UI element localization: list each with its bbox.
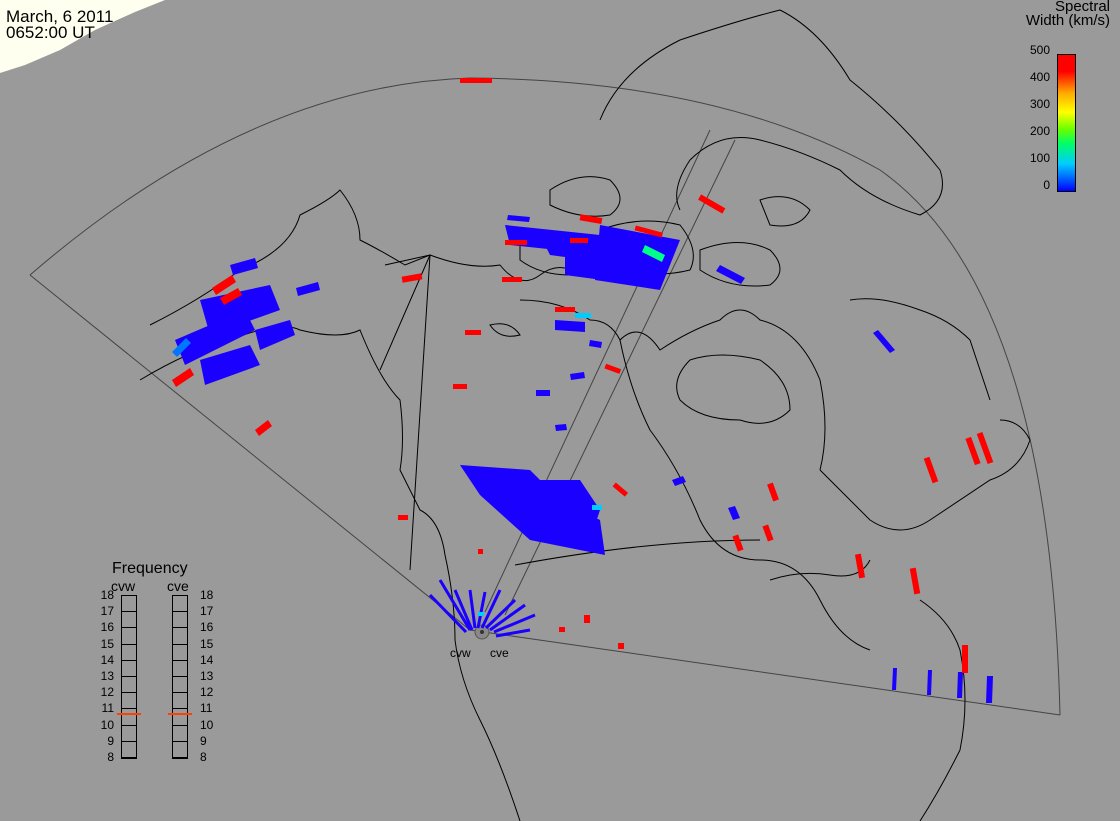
frequency-indicator-cve (168, 713, 192, 716)
frequency-radar-cvw: cvw (111, 578, 136, 594)
frequency-title: Frequency (112, 560, 188, 577)
backscatter-high-width (172, 78, 994, 673)
frequency-scale-label: 17 (100, 604, 114, 619)
frequency-scale-label: 14 (200, 652, 214, 667)
frequency-scale-label: 10 (100, 717, 114, 732)
colorbar (1057, 54, 1076, 192)
frequency-scale-label: 16 (200, 620, 214, 635)
frequency-scale-label: 11 (101, 701, 114, 716)
colorbar-title: Spectral Width (km/s) (1000, 0, 1110, 28)
colorbar-tick-label: 100 (1029, 151, 1050, 165)
frequency-scale-label: 8 (200, 750, 207, 764)
frequency-scale-cve (172, 595, 188, 759)
date-label: March, 6 2011 (6, 7, 114, 26)
frequency-indicator-cvw (117, 713, 141, 716)
colorbar-tick-label: 200 (1029, 124, 1050, 138)
frequency-scale-label: 17 (200, 604, 214, 619)
frequency-scale-label: 9 (107, 733, 114, 748)
colorbar-title-line1: Spectral (1054, 0, 1110, 15)
colorbar-tick-label: 0 (1043, 178, 1050, 192)
frequency-scale-label: 13 (200, 669, 214, 683)
frequency-scale-label: 18 (100, 588, 114, 602)
colorbar-tick-label: 500 (1029, 43, 1050, 57)
frequency-scale-cvw (121, 595, 137, 759)
radar-site-center (480, 630, 484, 634)
colorbar-tick-label: 400 (1029, 70, 1050, 84)
timestamp-block: March, 6 2011 0652:00 UT (6, 7, 114, 42)
frequency-scale-label: 18 (200, 588, 214, 602)
time-label: 0652:00 UT (6, 23, 95, 42)
terminator-daylight (0, 0, 165, 73)
frequency-scale-label: 8 (107, 750, 114, 764)
frequency-scale-label: 12 (200, 685, 214, 700)
radar-label-cve: cve (490, 646, 509, 660)
frequency-scale-label: 15 (200, 636, 214, 651)
backscatter-mid-width (172, 245, 665, 616)
frequency-scale-label: 14 (100, 652, 114, 667)
frequency-scale-label: 11 (200, 701, 213, 716)
frequency-scale-label: 15 (100, 636, 114, 651)
coastlines (139, 9, 1031, 821)
colorbar-title-line2: Width (km/s) (1025, 12, 1110, 29)
frequency-scale-label: 12 (100, 685, 114, 700)
radar-label-cvw: cvw (450, 646, 471, 660)
frequency-scale-label: 13 (100, 669, 114, 683)
frequency-scale-label: 9 (200, 733, 207, 748)
near-range-beams (428, 579, 536, 638)
frequency-scale-label: 16 (100, 620, 114, 635)
colorbar-tick-label: 300 (1029, 97, 1050, 111)
backscatter-low-width (175, 215, 993, 703)
frequency-radar-cve: cve (167, 578, 189, 594)
frequency-scale-label: 10 (200, 717, 214, 732)
